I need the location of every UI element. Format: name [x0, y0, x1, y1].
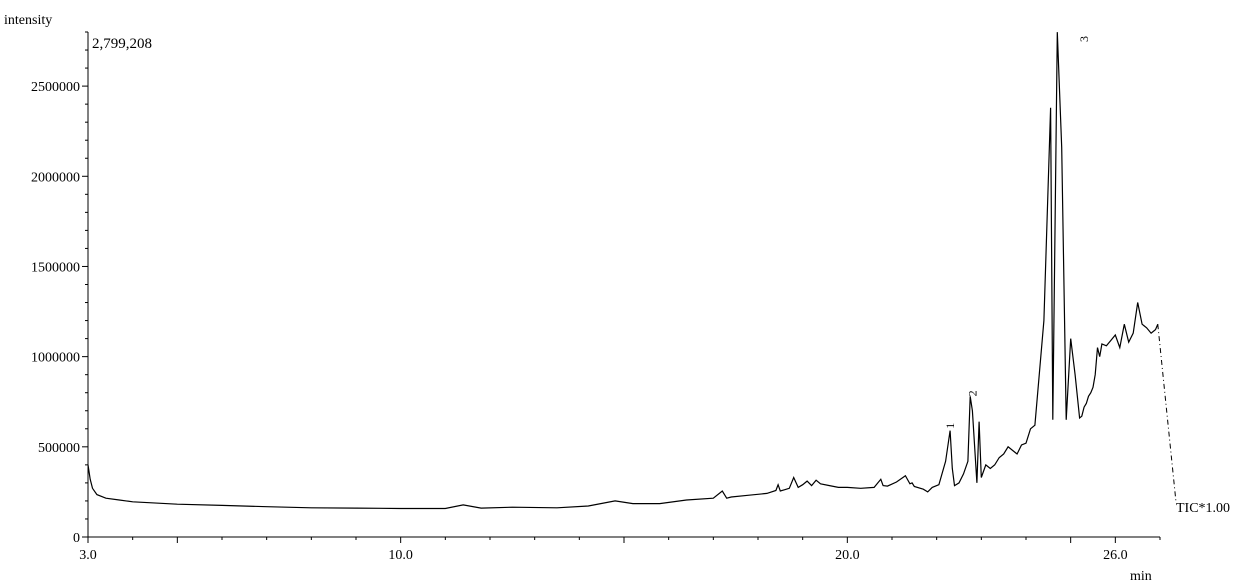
axes [87, 32, 1160, 538]
peak-labels: 1 2 3 [943, 36, 1091, 429]
y-tick-label: 2500000 [31, 80, 80, 95]
max-intensity-label: 2,799,208 [92, 36, 152, 52]
trace-label-leader [1157, 324, 1177, 503]
x-tick-label: 26.0 [1103, 548, 1128, 563]
x-tick-label: 10.0 [388, 548, 413, 563]
x-axis-label: min [1130, 569, 1152, 584]
peak-label: 2 [965, 390, 979, 396]
y-tick-label: 500000 [38, 441, 80, 456]
y-ticks: 0 500000 1000000 1500000 2000000 2500000 [31, 31, 88, 546]
x-tick-label: 3.0 [79, 548, 97, 563]
y-tick-label: 2000000 [31, 170, 80, 185]
y-tick-label: 1500000 [31, 260, 80, 275]
tic-trace-line [87, 32, 1159, 510]
y-axis-label: intensity [4, 13, 52, 28]
peak-label: 1 [943, 423, 957, 429]
y-tick-label: 1000000 [31, 351, 80, 366]
x-tick-label: 20.0 [835, 548, 860, 563]
peak-label: 3 [1077, 36, 1091, 42]
y-tick-label: 0 [73, 531, 80, 546]
trace-label: TIC*1.00 [1176, 501, 1230, 516]
x-ticks: 3.0 10.0 20.0 26.0 [79, 537, 1161, 563]
